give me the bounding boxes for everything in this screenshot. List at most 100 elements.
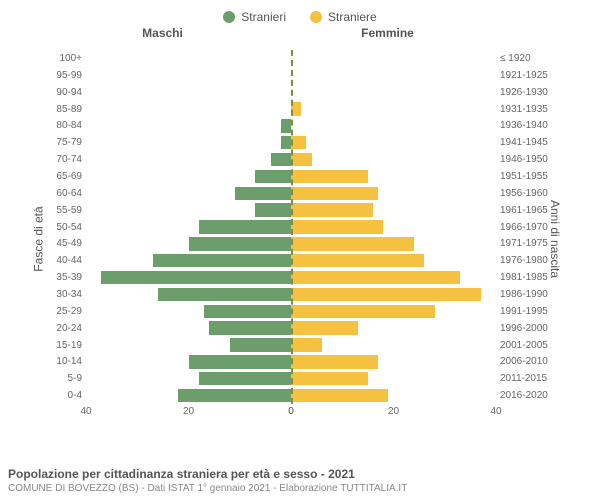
bar-female [291, 153, 312, 166]
chart-footer: Popolazione per cittadinanza straniera p… [8, 467, 592, 494]
birth-year-label: 1951-1955 [496, 171, 550, 182]
x-tick: 0 [288, 406, 294, 417]
bar-female [291, 220, 383, 233]
age-label: 15-19 [50, 340, 86, 351]
bar-male [101, 271, 291, 284]
bar-female [291, 288, 481, 301]
legend-swatch-male [223, 11, 235, 23]
pyramid-row: 60-641956-1960 [50, 185, 550, 202]
pyramid-row: 0-42016-2020 [50, 387, 550, 404]
age-label: 100+ [50, 53, 86, 64]
age-label: 70-74 [50, 154, 86, 165]
birth-year-label: 2011-2015 [496, 373, 550, 384]
birth-year-label: 1936-1940 [496, 120, 550, 131]
age-label: 30-34 [50, 289, 86, 300]
bar-male [204, 305, 291, 318]
legend-label-male: Stranieri [241, 10, 286, 24]
pyramid-row: 15-19 2001-2005 [50, 337, 550, 354]
legend: Stranieri Straniere [0, 0, 600, 26]
x-axis-left: 40200 [86, 404, 291, 434]
age-label: 65-69 [50, 171, 86, 182]
birth-year-label: 1991-1995 [496, 306, 550, 317]
bar-male [199, 372, 291, 385]
pyramid-row: 55-59 1961-1965 [50, 202, 550, 219]
pyramid-row: 10-14 2006-2010 [50, 353, 550, 370]
birth-year-label: ≤ 1920 [496, 53, 550, 64]
age-label: 80-84 [50, 120, 86, 131]
birth-year-label: 1986-1990 [496, 289, 550, 300]
bar-female [291, 170, 368, 183]
pyramid-row: 80-84 1936-1940 [50, 117, 550, 134]
bar-male [255, 170, 291, 183]
pyramid-row: 85-891931-1935 [50, 101, 550, 118]
x-tick: 20 [183, 406, 194, 417]
bar-female [291, 355, 378, 368]
birth-year-label: 1961-1965 [496, 205, 550, 216]
age-label: 10-14 [50, 356, 86, 367]
bar-male [281, 119, 291, 132]
pyramid-row: 75-79 1941-1945 [50, 134, 550, 151]
bar-male [189, 355, 292, 368]
bar-rows: 100+≤ 192095-991921-192590-941926-193085… [50, 50, 550, 404]
pyramid-row: 45-49 1971-1975 [50, 235, 550, 252]
birth-year-label: 1956-1960 [496, 188, 550, 199]
x-tick: 20 [388, 406, 399, 417]
bar-male [255, 203, 291, 216]
age-label: 75-79 [50, 137, 86, 148]
pyramid-row: 50-541966-1970 [50, 219, 550, 236]
bar-male [271, 153, 292, 166]
bar-female [291, 271, 460, 284]
age-label: 35-39 [50, 272, 86, 283]
pyramid-row: 100+ ≤ 1920 [50, 50, 550, 67]
birth-year-label: 2006-2010 [496, 356, 550, 367]
birth-year-label: 1941-1945 [496, 137, 550, 148]
bar-male [178, 389, 291, 402]
pyramid-row: 30-34 1986-1990 [50, 286, 550, 303]
pyramid-row: 90-941926-1930 [50, 84, 550, 101]
x-tick: 40 [80, 406, 91, 417]
pyramid-row: 95-99 1921-1925 [50, 67, 550, 84]
header-female: Femmine [275, 26, 550, 44]
bar-male [189, 237, 292, 250]
birth-year-label: 1971-1975 [496, 238, 550, 249]
age-label: 45-49 [50, 238, 86, 249]
birth-year-label: 1946-1950 [496, 154, 550, 165]
pyramid-row: 40-441976-1980 [50, 252, 550, 269]
pyramid-row: 70-74 1946-1950 [50, 151, 550, 168]
bar-female [291, 237, 414, 250]
pyramid-row: 5-9 2011-2015 [50, 370, 550, 387]
bar-female [291, 187, 378, 200]
birth-year-label: 1976-1980 [496, 255, 550, 266]
bar-male [158, 288, 291, 301]
bar-female [291, 372, 368, 385]
age-label: 20-24 [50, 323, 86, 334]
legend-item-female: Straniere [310, 8, 377, 26]
bar-female [291, 136, 306, 149]
bar-male [281, 136, 291, 149]
bar-male [230, 338, 292, 351]
bar-female [291, 389, 388, 402]
birth-year-label: 1966-1970 [496, 222, 550, 233]
bar-male [153, 254, 291, 267]
bar-female [291, 203, 373, 216]
pyramid-row: 35-39 1981-1985 [50, 269, 550, 286]
bar-female [291, 338, 322, 351]
pyramid-row: 25-291991-1995 [50, 303, 550, 320]
bar-female [291, 305, 435, 318]
age-label: 55-59 [50, 205, 86, 216]
birth-year-label: 1926-1930 [496, 87, 550, 98]
birth-year-label: 1981-1985 [496, 272, 550, 283]
birth-year-label: 2001-2005 [496, 340, 550, 351]
bar-male [199, 220, 291, 233]
bar-male [209, 321, 291, 334]
bar-female [291, 254, 424, 267]
birth-year-label: 1996-2000 [496, 323, 550, 334]
bar-male [235, 187, 291, 200]
age-label: 85-89 [50, 104, 86, 115]
age-label: 95-99 [50, 70, 86, 81]
population-pyramid-chart: Stranieri Straniere Maschi Femmine Fasce… [0, 0, 600, 500]
birth-year-label: 1921-1925 [496, 70, 550, 81]
age-label: 5-9 [50, 373, 86, 384]
x-axis-right: 02040 [291, 404, 496, 434]
bar-female [291, 321, 358, 334]
